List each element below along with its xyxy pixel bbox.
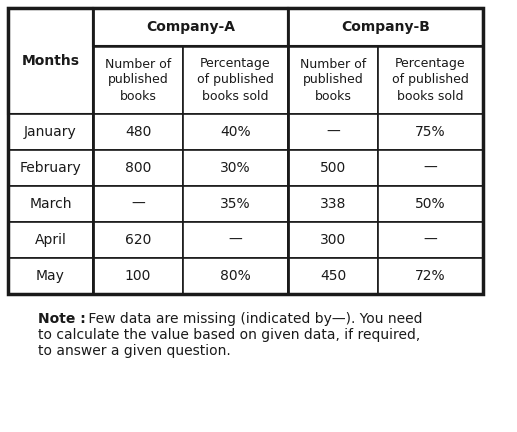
Bar <box>288 114 378 150</box>
Text: Company-A: Company-A <box>146 20 235 34</box>
Bar <box>378 222 483 258</box>
Text: 30%: 30% <box>220 161 251 175</box>
Bar <box>378 186 483 222</box>
Bar <box>8 222 93 258</box>
Bar <box>288 222 378 258</box>
Bar <box>378 258 483 294</box>
Bar <box>93 258 183 294</box>
Bar <box>93 222 183 258</box>
Bar <box>93 46 183 114</box>
Bar <box>288 46 378 114</box>
Bar <box>183 186 288 222</box>
Text: to answer a given question.: to answer a given question. <box>38 344 231 358</box>
Bar <box>288 258 378 294</box>
Text: April: April <box>35 233 67 247</box>
Text: —: — <box>229 233 242 247</box>
Bar <box>8 150 93 186</box>
Text: January: January <box>24 125 77 139</box>
Bar <box>378 150 483 186</box>
Bar <box>8 114 93 150</box>
Text: 800: 800 <box>125 161 151 175</box>
Text: 75%: 75% <box>415 125 446 139</box>
Bar <box>93 8 288 46</box>
Bar <box>93 114 183 150</box>
Text: 35%: 35% <box>220 197 251 211</box>
Text: 50%: 50% <box>415 197 446 211</box>
Text: 80%: 80% <box>220 269 251 283</box>
Text: Number of
published
books: Number of published books <box>300 57 366 102</box>
Text: 300: 300 <box>320 233 346 247</box>
Text: 100: 100 <box>125 269 151 283</box>
Bar <box>183 46 288 114</box>
Text: —: — <box>423 233 437 247</box>
Text: —: — <box>423 161 437 175</box>
Bar <box>8 186 93 222</box>
Text: —: — <box>131 197 145 211</box>
Bar <box>378 114 483 150</box>
Text: Percentage
of published
books sold: Percentage of published books sold <box>197 57 274 102</box>
Text: Months: Months <box>22 54 80 68</box>
Text: Few data are missing (indicated by—). You need: Few data are missing (indicated by—). Yo… <box>84 312 422 326</box>
Text: 72%: 72% <box>415 269 446 283</box>
Bar <box>8 8 483 294</box>
Text: —: — <box>326 125 340 139</box>
Bar <box>288 186 378 222</box>
Text: Percentage
of published
books sold: Percentage of published books sold <box>392 57 469 102</box>
Text: Company-B: Company-B <box>341 20 430 34</box>
Bar <box>288 8 483 46</box>
Bar <box>288 150 378 186</box>
Bar <box>8 8 93 114</box>
Bar <box>93 186 183 222</box>
Text: 338: 338 <box>320 197 346 211</box>
Text: May: May <box>36 269 65 283</box>
Text: 500: 500 <box>320 161 346 175</box>
Bar <box>378 46 483 114</box>
Bar <box>183 222 288 258</box>
Bar <box>183 114 288 150</box>
Text: 40%: 40% <box>220 125 251 139</box>
Text: March: March <box>29 197 72 211</box>
Text: to calculate the value based on given data, if required,: to calculate the value based on given da… <box>38 328 420 342</box>
Text: Number of
published
books: Number of published books <box>105 57 171 102</box>
Bar <box>183 258 288 294</box>
Bar <box>93 150 183 186</box>
Text: 480: 480 <box>125 125 151 139</box>
Bar <box>8 258 93 294</box>
Text: February: February <box>20 161 81 175</box>
Text: Note :: Note : <box>38 312 86 326</box>
Bar <box>183 150 288 186</box>
Text: 620: 620 <box>125 233 151 247</box>
Text: 450: 450 <box>320 269 346 283</box>
